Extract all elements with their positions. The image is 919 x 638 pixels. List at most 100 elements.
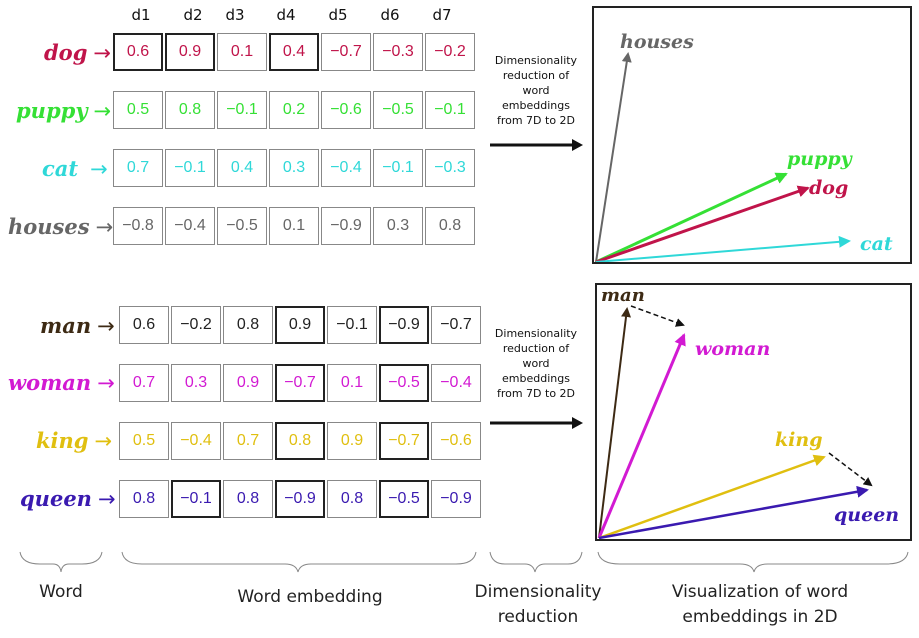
- section-label-embedding: Word embedding: [237, 587, 383, 607]
- embedding-cell: 0.2: [269, 91, 319, 129]
- embedding-cell: 0.5: [113, 91, 163, 129]
- embedding-cell: −0.1: [327, 306, 377, 344]
- embedding-cell: −0.9: [431, 480, 481, 518]
- embedding-cell: −0.9: [321, 207, 371, 245]
- word-label-dog: dog →: [44, 40, 111, 65]
- bottom-braces: [19, 551, 909, 573]
- plot-label-king: king: [775, 429, 822, 451]
- embedding-cell: 0.3: [171, 364, 221, 402]
- brace-embedding: [121, 551, 477, 573]
- embedding-cell: 0.1: [269, 207, 319, 245]
- vector-queen: [598, 485, 869, 539]
- embedding-cell: 0.7: [119, 364, 169, 402]
- reduction-line: reduction of: [502, 69, 570, 82]
- plot-label-man: man: [601, 285, 645, 306]
- embedding-cell: 0.8: [425, 207, 475, 245]
- embedding-cell: 0.9: [165, 33, 215, 71]
- reduction-line: word: [522, 84, 550, 97]
- embedding-cell: 0.9: [223, 364, 273, 402]
- brace-word: [19, 551, 103, 573]
- embedding-cell: −0.4: [165, 207, 215, 245]
- dim-header-d6: d6: [380, 6, 400, 24]
- embedding-cell: −0.5: [379, 480, 429, 518]
- reduction-line: Dimensionality: [494, 327, 578, 340]
- embedding-cell: −0.4: [431, 364, 481, 402]
- embedding-cell: 0.8: [223, 480, 273, 518]
- plot-svg-top: houses puppy dog cat: [595, 31, 893, 262]
- dim-header-d1: d1: [131, 6, 151, 24]
- embedding-cell: 0.8: [275, 422, 325, 460]
- embedding-cell: −0.1: [425, 91, 475, 129]
- reduction-line: from 7D to 2D: [496, 387, 576, 400]
- embedding-row-woman: 0.7 0.3 0.9 −0.7 0.1 −0.5 −0.4: [119, 364, 483, 404]
- reduction-arrow-top: [490, 139, 583, 151]
- reduction-label-line1: Dimensionality: [474, 582, 602, 602]
- reduction-description-bottom: Dimensionality reduction of word embeddi…: [485, 326, 587, 401]
- embedding-row-king: 0.5 −0.4 0.7 0.8 0.9 −0.7 −0.6: [119, 422, 483, 462]
- vector-cat: [595, 235, 851, 262]
- viz-label-line1: Visualization of word: [671, 582, 849, 602]
- embedding-cell: −0.7: [321, 33, 371, 71]
- offset-arrow-man-woman: [630, 305, 685, 327]
- embedding-cell: 0.6: [119, 306, 169, 344]
- embedding-cell: 0.3: [269, 149, 319, 187]
- embedding-cell: −0.1: [171, 480, 221, 518]
- dim-header-d2: d2: [183, 6, 203, 24]
- embedding-cell: −0.1: [165, 149, 215, 187]
- embedding-cell: 0.8: [223, 306, 273, 344]
- embedding-cell: 0.7: [223, 422, 273, 460]
- embedding-cell: 0.4: [217, 149, 267, 187]
- embedding-cell: −0.9: [275, 480, 325, 518]
- embedding-cell: 0.5: [119, 422, 169, 460]
- plot-panel-bottom: man woman king queen: [595, 283, 912, 541]
- embedding-cell: 0.8: [119, 480, 169, 518]
- vector-woman: [597, 333, 686, 539]
- embedding-cell: 0.1: [217, 33, 267, 71]
- section-label-word: Word: [39, 582, 83, 602]
- embedding-cell: −0.6: [431, 422, 481, 460]
- reduction-line: embeddings: [502, 99, 570, 112]
- reduction-line: reduction of: [502, 342, 570, 355]
- embedding-row-man: 0.6 −0.2 0.8 0.9 −0.1 −0.9 −0.7: [119, 306, 483, 346]
- vector-man: [598, 307, 631, 539]
- embedding-cell: 0.1: [327, 364, 377, 402]
- reduction-description-top: Dimensionality reduction of word embeddi…: [485, 53, 587, 128]
- vector-dog: [595, 185, 810, 262]
- embedding-cell: −0.3: [373, 33, 423, 71]
- vector-king: [598, 454, 826, 539]
- embedding-cell: 0.3: [373, 207, 423, 245]
- dim-header-d7: d7: [432, 6, 452, 24]
- plot-label-queen: queen: [834, 504, 899, 526]
- plot-label-woman: woman: [695, 338, 770, 360]
- embedding-cell: 0.8: [327, 480, 377, 518]
- embedding-row-houses: −0.8 −0.4 −0.5 0.1 −0.9 0.3 0.8: [113, 207, 477, 247]
- section-label-visualization: Visualization of word embeddings in 2D: [630, 580, 890, 630]
- reduction-arrow-bottom: [490, 417, 583, 429]
- embedding-cell: 0.4: [269, 33, 319, 71]
- embedding-cell: 0.7: [113, 149, 163, 187]
- embedding-cell: 0.9: [327, 422, 377, 460]
- dim-header-d5: d5: [328, 6, 348, 24]
- embedding-row-puppy: 0.5 0.8 −0.1 0.2 −0.6 −0.5 −0.1: [113, 91, 477, 131]
- section-label-reduction: Dimensionality reduction: [460, 580, 616, 630]
- embedding-cell: −0.6: [321, 91, 371, 129]
- word-label-houses: houses →: [8, 214, 114, 239]
- embedding-cell: −0.1: [373, 149, 423, 187]
- dim-header-d4: d4: [276, 6, 296, 24]
- embedding-cell: −0.7: [275, 364, 325, 402]
- embedding-cell: −0.7: [379, 422, 429, 460]
- dim-header-d3: d3: [225, 6, 245, 24]
- reduction-line: word: [522, 357, 550, 370]
- offset-arrow-king-queen: [828, 452, 873, 487]
- embedding-cell: −0.9: [379, 306, 429, 344]
- reduction-line: embeddings: [502, 372, 570, 385]
- embedding-cell: −0.7: [431, 306, 481, 344]
- brace-reduction: [489, 551, 583, 573]
- word-label-cat: cat →: [42, 156, 108, 181]
- embedding-row-cat: 0.7 −0.1 0.4 0.3 −0.4 −0.1 −0.3: [113, 149, 477, 189]
- reduction-line: from 7D to 2D: [496, 114, 576, 127]
- vector-houses: [595, 52, 632, 262]
- plot-label-dog: dog: [809, 177, 848, 199]
- embedding-cell: 0.8: [165, 91, 215, 129]
- embedding-cell: −0.8: [113, 207, 163, 245]
